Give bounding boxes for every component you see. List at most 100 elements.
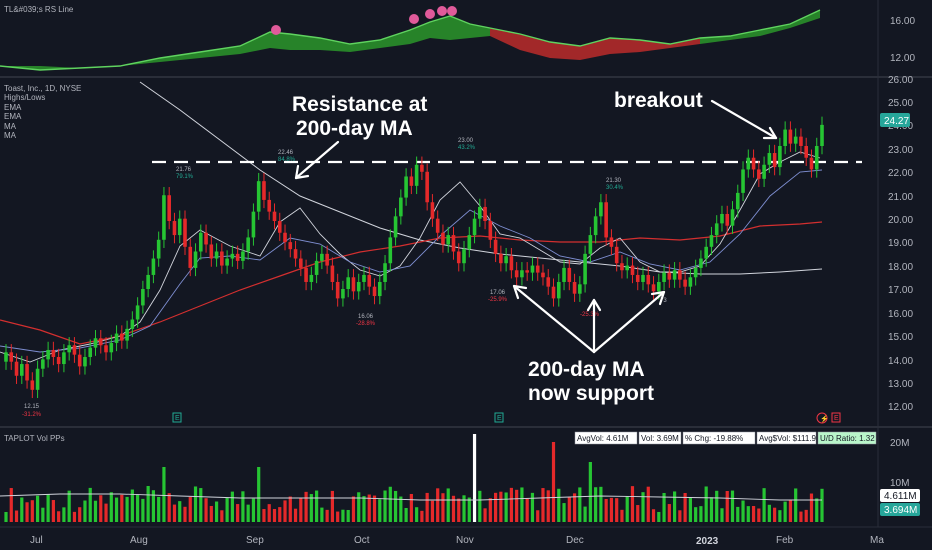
volume-bar: [651, 509, 656, 522]
rs-new-high-dot: [409, 14, 419, 24]
candle-body: [330, 265, 335, 282]
volume-bar: [325, 509, 329, 522]
high-label-pct: 84.8%: [278, 157, 296, 163]
volume-bar: [341, 509, 345, 522]
high-label-price: 21.76: [176, 167, 192, 173]
arrow-breakout-head: [762, 126, 778, 140]
candle-body: [720, 213, 724, 224]
low-label-price: 12.15: [24, 404, 40, 410]
candle-body: [541, 272, 545, 278]
last-price-tag: [880, 113, 910, 127]
stat-pct-chg-box: [682, 431, 756, 445]
price-ytick: 15.00: [888, 332, 913, 343]
candle-body: [420, 164, 424, 172]
volume-bar: [799, 511, 803, 522]
candle-body: [562, 267, 566, 282]
candle-body: [341, 289, 345, 299]
legend-ma: MA: [4, 122, 17, 131]
volume-bar: [62, 507, 66, 522]
dividend-flash-icon[interactable]: [816, 412, 828, 424]
volume-bar: [815, 498, 819, 522]
volume-ytick: 10M: [890, 478, 909, 489]
rs-area-red: [490, 28, 700, 60]
candle-body: [262, 181, 266, 200]
candle-body: [767, 153, 772, 165]
volume-bar: [346, 509, 350, 522]
candle-body: [435, 218, 440, 233]
candle-body: [588, 235, 593, 254]
x-tick: Feb: [776, 535, 794, 546]
candle-body: [62, 352, 66, 365]
stat-avgvol: AvgVol: 4.61M: [577, 434, 629, 443]
price-ytick: 23.00: [888, 145, 913, 156]
volume-bar: [30, 500, 34, 522]
candle-body: [651, 284, 656, 292]
volume-bar: [594, 487, 598, 522]
candle-body: [778, 145, 782, 168]
candle-body: [793, 136, 798, 144]
candle-body: [41, 359, 45, 369]
candle-body: [251, 211, 256, 238]
volume-bar: [309, 494, 313, 522]
volume-bar: [404, 507, 408, 522]
volume-bar: [509, 487, 513, 522]
volume-bar: [578, 487, 582, 522]
candle-body: [51, 349, 56, 358]
volume-bar: [420, 510, 424, 522]
rs-area-green: [0, 16, 490, 70]
candle-body: [751, 157, 756, 170]
rs-new-high-dot: [437, 6, 447, 16]
candle-body: [583, 253, 587, 285]
volume-bar: [351, 496, 356, 522]
candle-body: [735, 192, 740, 210]
volume-bar: [483, 508, 487, 522]
candle-body: [593, 216, 598, 236]
ma-200-line: [139, 81, 823, 275]
x-tick: Oct: [354, 535, 370, 546]
earnings-marker[interactable]: [494, 412, 504, 423]
volume-bar: [283, 500, 287, 522]
earnings-marker[interactable]: [831, 412, 841, 423]
volume-bar: [315, 490, 319, 522]
rs-new-high-dot: [271, 25, 281, 35]
stat-pct-chg: % Chg: -19.88%: [685, 434, 743, 443]
high-label-pct: 79.1%: [176, 174, 194, 180]
rs-new-high-dot: [447, 6, 457, 16]
candle-body: [762, 164, 766, 179]
candle-body: [488, 221, 493, 240]
legend-ma: MA: [4, 131, 17, 140]
candle-body: [625, 265, 630, 271]
arrow-support-right: [592, 290, 666, 354]
candle-body: [630, 265, 635, 275]
candle-body: [499, 253, 503, 264]
volume-avg-tag: [880, 489, 920, 502]
candle-body: [493, 239, 498, 254]
volume-bar: [478, 490, 482, 522]
earnings-marker-label: E: [175, 415, 180, 422]
candle-body: [98, 338, 103, 346]
candle-body: [662, 272, 666, 282]
price-ytick: 20.00: [888, 215, 913, 226]
volume-bar: [615, 498, 619, 522]
volume-bar: [146, 486, 150, 522]
x-tick: Dec: [566, 535, 584, 546]
candle-body: [146, 274, 150, 290]
arrow-support-mid-head: [586, 298, 602, 312]
price-ytick: 22.00: [888, 168, 913, 179]
stat-avgvol-box: [574, 431, 638, 445]
candlesticks: [4, 116, 824, 399]
x-tick: Nov: [456, 535, 474, 546]
volume-bar: [162, 467, 166, 522]
candle-body: [546, 277, 551, 287]
volume-bar: [562, 503, 566, 522]
volume-bar: [751, 506, 756, 522]
low-label-price: 17.06: [490, 290, 506, 296]
candle-body: [335, 281, 340, 299]
volume-bar: [125, 496, 129, 522]
candle-body: [177, 218, 182, 236]
candle-body: [93, 338, 98, 348]
candle-body: [725, 213, 730, 226]
volume-bar: [141, 498, 145, 522]
candle-body: [599, 202, 603, 217]
earnings-marker[interactable]: [172, 412, 182, 423]
